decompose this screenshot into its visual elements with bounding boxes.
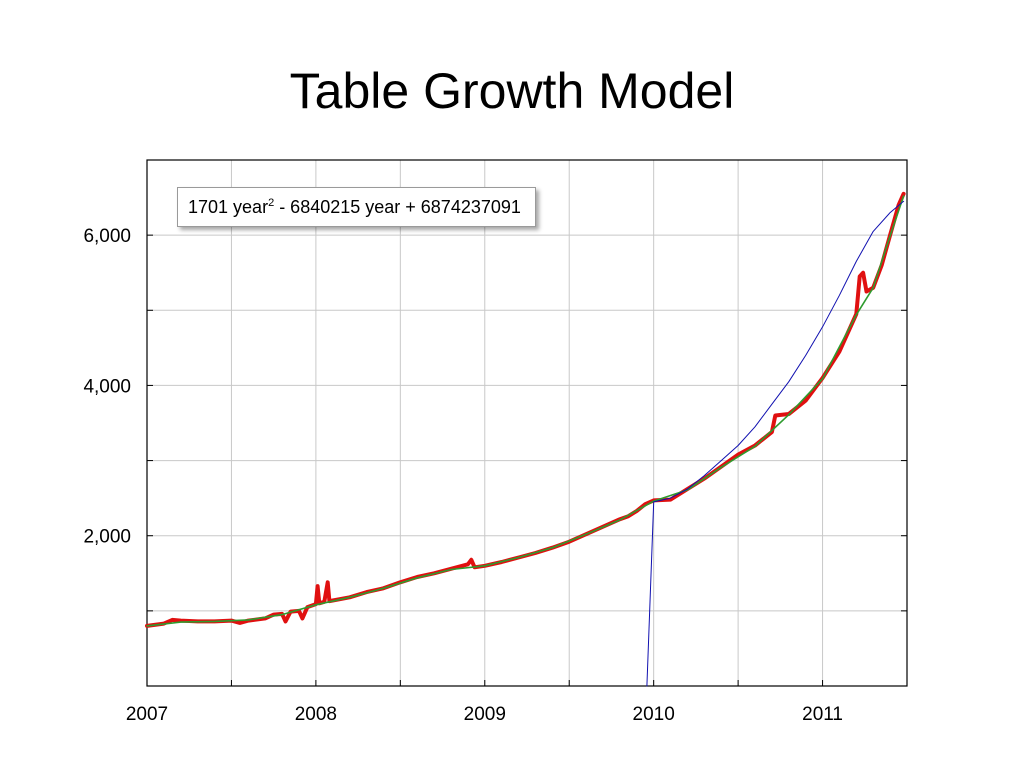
series-group (145, 191, 906, 687)
axis-ticks (147, 234, 907, 686)
y-tick-label: 2,000 (83, 527, 131, 548)
equation-annotation: 1701 year2 - 6840215 year + 6874237091 (177, 187, 536, 227)
series-line-2 (146, 195, 905, 627)
x-tick-label: 2008 (295, 704, 337, 725)
axis-labels: 2007 2008 2009 2010 2011 2,000 4,000 6,000 (83, 226, 843, 725)
x-tick-label: 2009 (464, 704, 506, 725)
series-line-3 (646, 200, 905, 687)
equation-exponent: 2 (268, 197, 275, 209)
y-tick-label: 6,000 (83, 226, 131, 247)
x-tick-label: 2010 (633, 704, 675, 725)
x-tick-label: 2011 (802, 704, 843, 725)
y-tick-label: 4,000 (83, 376, 131, 397)
x-tick-label: 2007 (126, 704, 168, 725)
plot-frame (146, 159, 908, 687)
equation-text: 1701 year (188, 197, 269, 217)
grid (147, 160, 907, 686)
series-line-1 (145, 191, 906, 628)
equation-text-rest: - 6840215 year + 6874237091 (274, 197, 521, 217)
slide-title: Table Growth Model (289, 63, 735, 119)
